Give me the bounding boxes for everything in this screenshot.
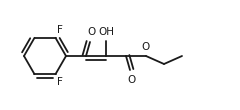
Text: F: F	[58, 25, 63, 35]
Text: OH: OH	[98, 27, 114, 37]
Text: O: O	[142, 42, 150, 52]
Text: O: O	[127, 75, 135, 85]
Text: O: O	[87, 27, 95, 37]
Text: F: F	[58, 77, 63, 87]
